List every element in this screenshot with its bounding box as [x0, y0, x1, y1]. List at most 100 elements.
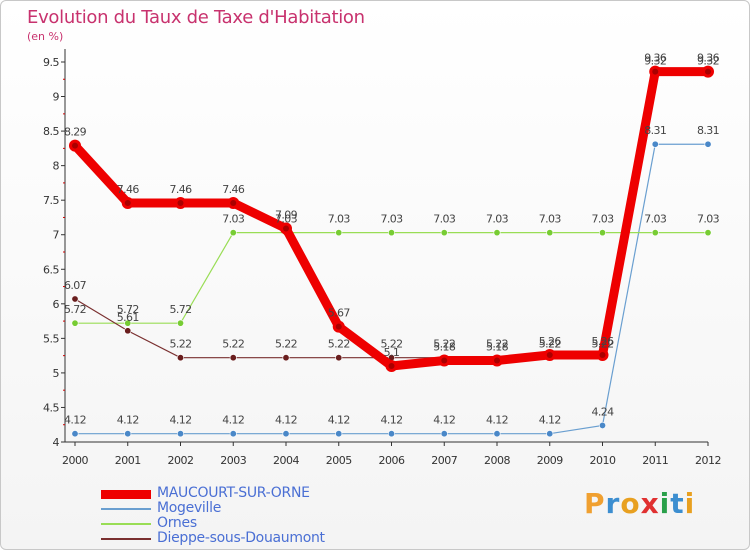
x-tick-label: 2007: [431, 454, 457, 467]
data-point-mogeville: [282, 430, 290, 438]
data-point-mogeville: [493, 430, 501, 438]
data-point-ornes: [177, 319, 185, 327]
data-point-ornes: [546, 229, 554, 237]
data-point-mogeville: [598, 421, 606, 429]
data-point-center-maucourt: [441, 357, 448, 364]
data-point-dieppe-sous-douaumont: [229, 354, 237, 362]
logo-letter: x: [640, 487, 660, 520]
legend-swatch: [101, 523, 151, 525]
data-label: 5.72: [169, 303, 191, 316]
data-point-center-maucourt: [177, 199, 184, 206]
y-tick-label: 6.5: [43, 263, 59, 276]
data-point-center-maucourt: [494, 357, 500, 364]
data-point-center-maucourt: [705, 68, 711, 75]
y-tick-label: 9: [53, 91, 60, 104]
data-label: 7.03: [328, 213, 351, 226]
data-point-center-maucourt: [652, 68, 659, 75]
x-tick-label: 2005: [326, 454, 352, 467]
data-label: 5.18: [486, 340, 509, 353]
data-point-dieppe-sous-douaumont: [282, 354, 290, 362]
logo-letter: o: [620, 487, 641, 520]
data-label: 5.1: [384, 346, 400, 359]
x-tick-label: 2008: [484, 454, 510, 467]
y-tick-label: 8.5: [43, 125, 59, 138]
data-point-center-maucourt: [388, 363, 395, 369]
data-point-mogeville: [229, 430, 237, 438]
legend-label: MAUCOURT-SUR-ORNE: [157, 485, 310, 501]
logo-letter: r: [605, 487, 621, 520]
data-point-mogeville: [335, 430, 343, 438]
data-point-ornes: [704, 229, 712, 237]
data-label: 5.22: [328, 338, 350, 351]
legend-swatch: [101, 508, 151, 510]
data-label: 8.31: [644, 124, 666, 137]
data-label: 5.18: [433, 340, 456, 353]
data-label: 5.22: [222, 338, 244, 351]
y-tick-label: 4: [53, 436, 60, 449]
y-tick-label: 6: [53, 298, 60, 311]
data-label: 5.22: [486, 338, 508, 351]
data-point-center-maucourt: [72, 142, 78, 149]
x-tick-label: 2010: [590, 454, 616, 467]
x-tick-label: 2002: [168, 454, 194, 467]
x-tick-label: 2006: [379, 454, 405, 467]
logo-letter: t: [670, 487, 685, 520]
legend-swatch: [101, 538, 151, 540]
data-point-dieppe-sous-douaumont: [177, 354, 185, 362]
data-point-mogeville: [651, 140, 659, 148]
data-point-ornes: [229, 229, 237, 237]
data-label: 7.46: [169, 183, 192, 196]
data-label: 4.12: [275, 414, 297, 427]
x-tick-label: 2012: [695, 454, 721, 467]
data-label: 4.12: [222, 414, 244, 427]
data-point-mogeville: [71, 430, 79, 438]
data-label: 5.72: [117, 303, 139, 316]
data-label: 7.46: [222, 183, 245, 196]
data-point-center-maucourt: [335, 323, 342, 330]
data-label: 7.03: [486, 213, 509, 226]
data-label: 7.46: [117, 183, 140, 196]
y-tick-label: 5.5: [43, 332, 59, 345]
data-label: 5.26: [591, 335, 614, 348]
data-point-mogeville: [440, 430, 448, 438]
y-tick-label: 5: [53, 367, 60, 380]
data-point-center-maucourt: [546, 351, 553, 358]
data-label: 9.36: [644, 52, 667, 65]
data-point-center-maucourt: [230, 199, 237, 206]
data-label: 7.03: [591, 213, 614, 226]
data-label: 5.22: [433, 338, 455, 351]
data-label: 7.03: [222, 213, 245, 226]
x-tick-label: 2000: [62, 454, 88, 467]
logo-letter: i: [659, 487, 671, 520]
data-label: 4.12: [433, 414, 455, 427]
x-tick-label: 2011: [642, 454, 668, 467]
chart-title: Evolution du Taux de Taxe d'Habitation: [27, 7, 365, 28]
data-label: 7.03: [539, 213, 562, 226]
proxiti-logo: Proxiti: [584, 487, 695, 520]
legend-label: Ornes: [157, 515, 197, 531]
data-label: 4.12: [117, 414, 139, 427]
data-label: 7.03: [644, 213, 667, 226]
data-label: 8.29: [64, 126, 87, 139]
data-point-ornes: [124, 319, 132, 327]
data-label: 6.07: [64, 279, 87, 292]
data-label: 5.22: [275, 338, 297, 351]
chart-unit-label: (en %): [27, 30, 64, 43]
data-label: 4.24: [591, 405, 614, 418]
x-tick-label: 2003: [220, 454, 246, 467]
data-point-mogeville: [177, 430, 185, 438]
data-label: 5.22: [539, 338, 561, 351]
data-point-ornes: [493, 229, 501, 237]
data-label: 5.22: [380, 338, 402, 351]
data-label: 7.03: [275, 213, 298, 226]
data-point-ornes: [71, 319, 79, 327]
data-label: 7.03: [697, 213, 720, 226]
data-label: 5.26: [539, 335, 562, 348]
data-point-ornes: [651, 229, 659, 237]
data-label: 5.67: [328, 307, 351, 320]
data-label: 4.12: [486, 414, 508, 427]
data-label: 7.03: [380, 213, 403, 226]
data-point-mogeville: [387, 430, 395, 438]
